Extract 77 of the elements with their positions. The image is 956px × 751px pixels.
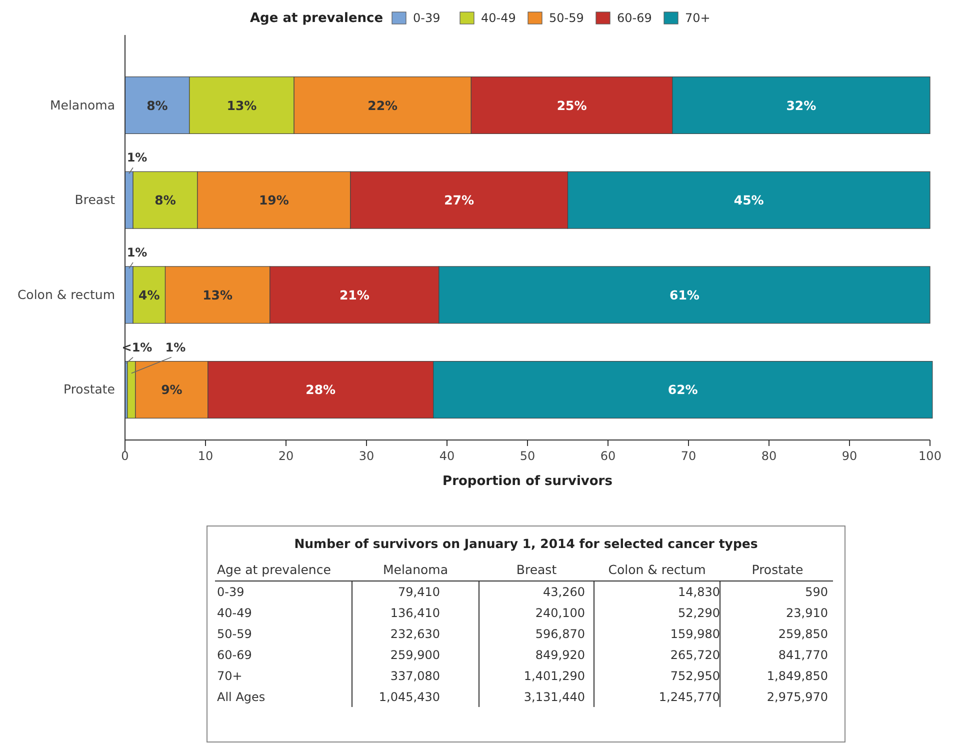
text: 841,770 <box>778 648 828 662</box>
data-label: 45% <box>734 192 764 208</box>
x-tick-label: 50 <box>520 449 536 463</box>
data-label: 32% <box>786 98 817 113</box>
data-label: 25% <box>556 98 588 113</box>
legend-label: 70+ <box>685 11 710 25</box>
x-tick-label: 10 <box>198 449 214 463</box>
y-tick-label: Prostate <box>64 382 116 397</box>
text: 159,980 <box>670 627 720 641</box>
x-tick-label: 30 <box>358 449 374 463</box>
x-tick-label: 60 <box>600 449 616 463</box>
data-label: 1% <box>165 340 186 354</box>
category-label: Melanoma <box>382 562 448 577</box>
category-label: Breast <box>516 562 557 577</box>
category-label: 70+ <box>217 669 242 683</box>
data-label: 62% <box>668 382 698 398</box>
data-label: 28% <box>306 382 336 398</box>
x-tick-label: 20 <box>278 449 294 463</box>
x-tick-label: 100 <box>918 449 942 463</box>
text: 23,910 <box>786 606 828 620</box>
y-tick-label: Colon & rectum <box>17 286 115 302</box>
legend-label: 40-49 <box>481 11 516 25</box>
category-label: Prostate <box>752 562 804 577</box>
text: 596,870 <box>535 627 585 641</box>
legend-title: Age at prevalence <box>250 11 384 26</box>
data-label: 8% <box>154 192 176 208</box>
text: 52,290 <box>678 606 720 620</box>
y-tick-label: Melanoma <box>50 97 115 112</box>
text: 232,630 <box>390 627 440 641</box>
data-label: 9% <box>161 382 183 398</box>
category-label: Colon & rectum <box>608 562 706 577</box>
category-label: 40-49 <box>217 606 252 620</box>
text: 1,849,850 <box>766 669 828 683</box>
text: 79,410 <box>398 585 440 599</box>
text: Number of survivors on January 1, 2014 for selected cancer types <box>294 536 758 551</box>
category-label: All Ages <box>217 690 266 704</box>
text: 590 <box>805 585 828 599</box>
text: 43,260 <box>543 585 585 599</box>
x-tick-label: 90 <box>842 449 858 463</box>
data-label: 8% <box>146 98 168 113</box>
data-label: 13% <box>226 98 258 113</box>
text: 136,410 <box>390 606 440 620</box>
x-tick-label: 70 <box>680 449 696 463</box>
text: 752,950 <box>670 669 720 683</box>
text: 3,131,440 <box>524 690 585 704</box>
x-tick-label: 40 <box>439 449 455 463</box>
x-axis-title: Proportion of survivors <box>442 474 613 489</box>
text: 1,401,290 <box>524 669 585 683</box>
category-label: 60-69 <box>217 648 252 662</box>
text: 1,245,770 <box>658 690 720 704</box>
legend-label: 60-69 <box>617 11 652 25</box>
data-label: 4% <box>138 287 160 302</box>
text: 1,045,430 <box>378 690 440 704</box>
data-label: 1% <box>126 150 148 165</box>
y-tick-label: Breast <box>74 192 116 208</box>
x-tick-label: 80 <box>761 449 777 463</box>
text: 14,830 <box>678 585 720 599</box>
text: 2,975,970 <box>766 690 828 704</box>
data-label: 1% <box>126 245 148 260</box>
data-label: 27% <box>444 192 475 208</box>
data-label: 22% <box>368 98 398 113</box>
legend-label: 50-59 <box>549 11 584 25</box>
data-label: 13% <box>202 287 234 302</box>
legend-label: 0-39 <box>413 11 440 25</box>
x-tick-label: 0 <box>121 449 129 463</box>
text: 259,850 <box>778 627 828 641</box>
text: Age at prevalence <box>217 562 332 577</box>
text: 337,080 <box>390 669 440 683</box>
data-label: 21% <box>339 287 370 302</box>
category-label: 0-39 <box>217 585 244 599</box>
data-label: 19% <box>258 192 290 208</box>
text: 849,920 <box>535 648 585 662</box>
data-label: 61% <box>670 287 700 302</box>
text: 240,100 <box>535 606 585 620</box>
text: 259,900 <box>390 648 440 662</box>
category-label: 50-59 <box>217 627 252 641</box>
text: 265,720 <box>670 648 720 662</box>
